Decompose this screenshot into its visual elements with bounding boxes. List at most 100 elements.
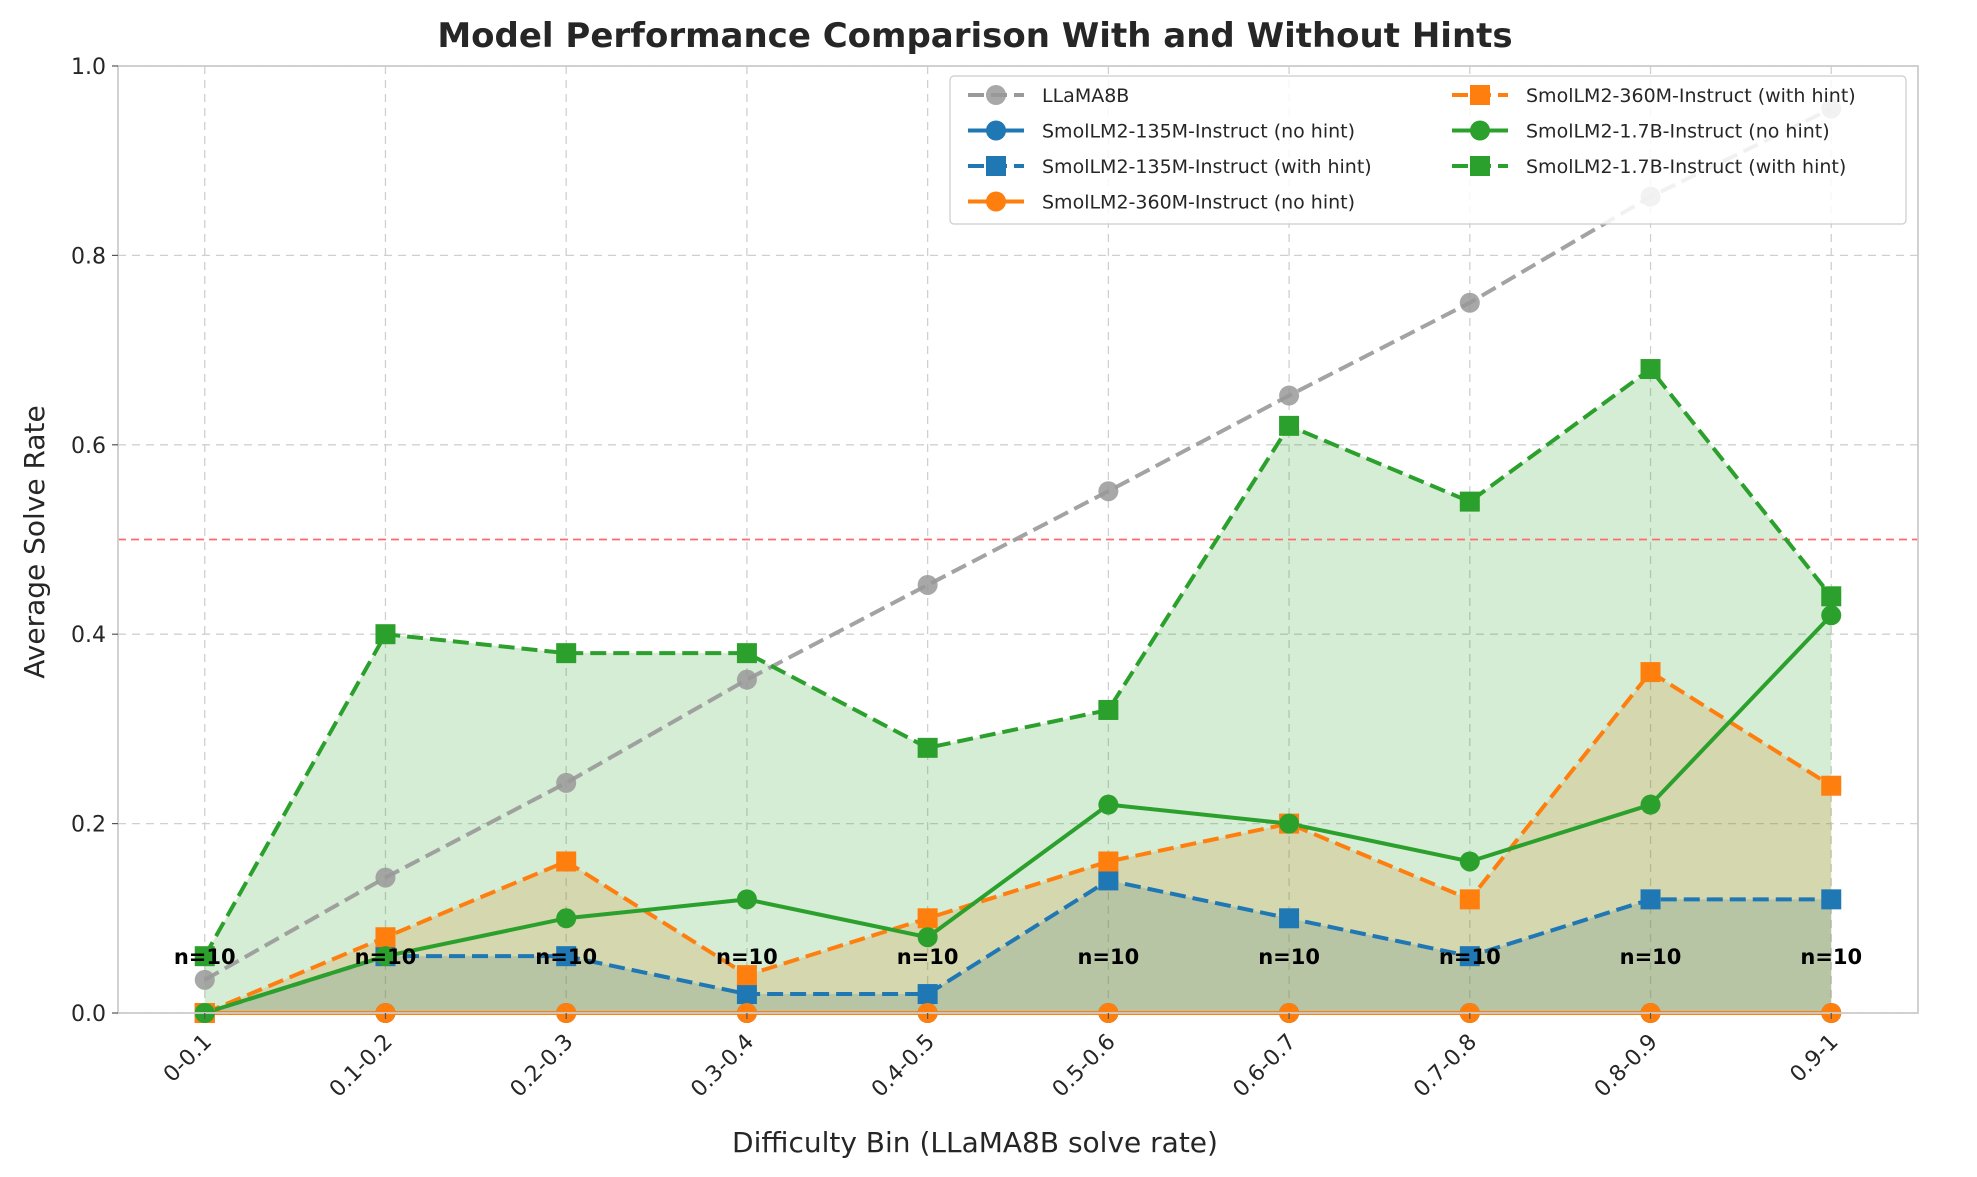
x-tick-label: 0.3-0.4	[686, 1030, 759, 1103]
sample-count-label: n=10	[1620, 945, 1682, 969]
data-point	[736, 643, 757, 664]
sample-count-label: n=10	[1800, 945, 1862, 969]
annotations: n=10 n=10 n=10 n=10 n=10 n=10 n=10 n=10 n=10 n=10	[174, 945, 1862, 969]
data-point	[556, 851, 577, 872]
legend-label: SmolLM2-360M-Instruct (with hint)	[1526, 85, 1856, 107]
data-point	[1279, 385, 1300, 406]
legend-label: SmolLM2-135M-Instruct (no hint)	[1042, 121, 1355, 143]
data-point	[1279, 415, 1300, 436]
y-tick-label: 1.0	[71, 55, 106, 80]
y-tick-label: 0.0	[71, 1002, 106, 1027]
x-tick-label: 0.4-0.5	[867, 1030, 940, 1103]
data-point	[917, 927, 938, 948]
legend-entry: SmolLM2-1.7B-Instruct (no hint)	[1452, 120, 1830, 143]
series-line-5	[204, 613, 1833, 1015]
x-tick-label: 0.6-0.7	[1229, 1030, 1302, 1103]
legend: LLaMA8B SmolLM2-135M-Instruct (no hint) Sm…	[949, 75, 1907, 225]
data-point	[556, 643, 577, 664]
data-point	[1459, 946, 1480, 967]
x-tick-label: 0-0.1	[159, 1030, 217, 1088]
data-point	[194, 969, 215, 990]
legend-entry: LLaMA8B	[968, 85, 1129, 107]
x-tick-label: 0.9-1	[1786, 1030, 1844, 1088]
data-point	[917, 737, 938, 758]
fill-areas	[204, 369, 1832, 1013]
sample-count-label: n=10	[535, 945, 597, 969]
legend-box	[949, 75, 1907, 225]
sample-count-label: n=10	[174, 945, 236, 969]
legend-entry: SmolLM2-360M-Instruct (with hint)	[1452, 85, 1856, 107]
data-point	[917, 984, 938, 1005]
y-tick-label: 0.2	[71, 813, 106, 838]
y-tick-label: 0.6	[71, 434, 106, 459]
data-point	[375, 867, 396, 888]
x-tick-label: 0.8-0.9	[1590, 1030, 1663, 1103]
legend-entry: SmolLM2-135M-Instruct (no hint)	[968, 120, 1355, 143]
data-point	[1459, 491, 1480, 512]
data-point	[1821, 586, 1842, 607]
legend-marker	[1470, 156, 1490, 176]
data-point	[1821, 775, 1842, 796]
data-point	[736, 965, 757, 986]
fill-area-6	[204, 369, 1832, 1013]
legend-entry: SmolLM2-360M-Instruct (no hint)	[968, 191, 1355, 214]
legend-label: SmolLM2-135M-Instruct (with hint)	[1042, 156, 1372, 178]
data-point	[194, 946, 215, 967]
data-point	[375, 624, 396, 645]
legend-label: SmolLM2-1.7B-Instruct (no hint)	[1526, 121, 1830, 143]
data-point	[917, 574, 938, 595]
fill-area-2	[204, 880, 1832, 1013]
legend-label: LLaMA8B	[1042, 85, 1129, 107]
legend-marker	[986, 85, 1006, 105]
x-tick-label: 0.5-0.6	[1048, 1030, 1121, 1103]
data-point	[1098, 794, 1119, 815]
sample-count-label: n=10	[355, 945, 417, 969]
data-point	[1640, 794, 1661, 815]
y-axis-title: Average Solve Rate	[18, 405, 51, 678]
fill-area-4	[204, 672, 1832, 1013]
series-line-0	[203, 106, 1833, 982]
legend-label: SmolLM2-360M-Instruct (no hint)	[1042, 192, 1355, 214]
legend-marker	[986, 120, 1006, 141]
plot-frame	[117, 65, 1919, 1014]
data-point	[375, 946, 396, 967]
legend-marker	[1470, 120, 1490, 141]
sample-count-label: n=10	[1077, 945, 1139, 969]
data-point	[556, 946, 577, 967]
data-point	[736, 889, 757, 910]
series-line-6	[203, 367, 1833, 958]
data-point	[1640, 662, 1661, 683]
data-point	[1821, 889, 1842, 910]
data-point	[1640, 889, 1661, 910]
data-point	[556, 772, 577, 793]
data-point	[736, 669, 757, 690]
data-point	[736, 984, 757, 1005]
sample-count-label: n=10	[897, 945, 959, 969]
x-tick-label: 0.1-0.2	[325, 1030, 398, 1103]
y-tick-label: 0.8	[71, 244, 106, 269]
y-tick-label: 0.4	[71, 623, 106, 648]
series-line-4	[203, 670, 1833, 1015]
legend-marker	[986, 191, 1006, 212]
data-point	[1098, 699, 1119, 720]
data-point	[1459, 292, 1480, 313]
data-point	[1459, 851, 1480, 872]
data-point	[1098, 851, 1119, 872]
data-point	[1279, 813, 1300, 834]
x-tick-label: 0.7-0.8	[1409, 1030, 1482, 1103]
data-point	[1098, 481, 1119, 502]
chart-title: Model Performance Comparison With and Wi…	[437, 16, 1512, 56]
data-point	[375, 927, 396, 948]
x-axis-title: Difficulty Bin (LLaMA8B solve rate)	[732, 1126, 1218, 1159]
legend-label: SmolLM2-1.7B-Instruct (with hint)	[1526, 156, 1846, 178]
legend-marker	[986, 156, 1006, 176]
legend-entry: SmolLM2-135M-Instruct (with hint)	[968, 156, 1372, 178]
series-line-2	[204, 878, 1832, 1015]
data-point	[1640, 359, 1661, 380]
data-point	[917, 908, 938, 929]
legend-entry: SmolLM2-1.7B-Instruct (with hint)	[1452, 156, 1846, 178]
legend-marker	[1470, 85, 1490, 105]
data-point	[1821, 605, 1842, 626]
